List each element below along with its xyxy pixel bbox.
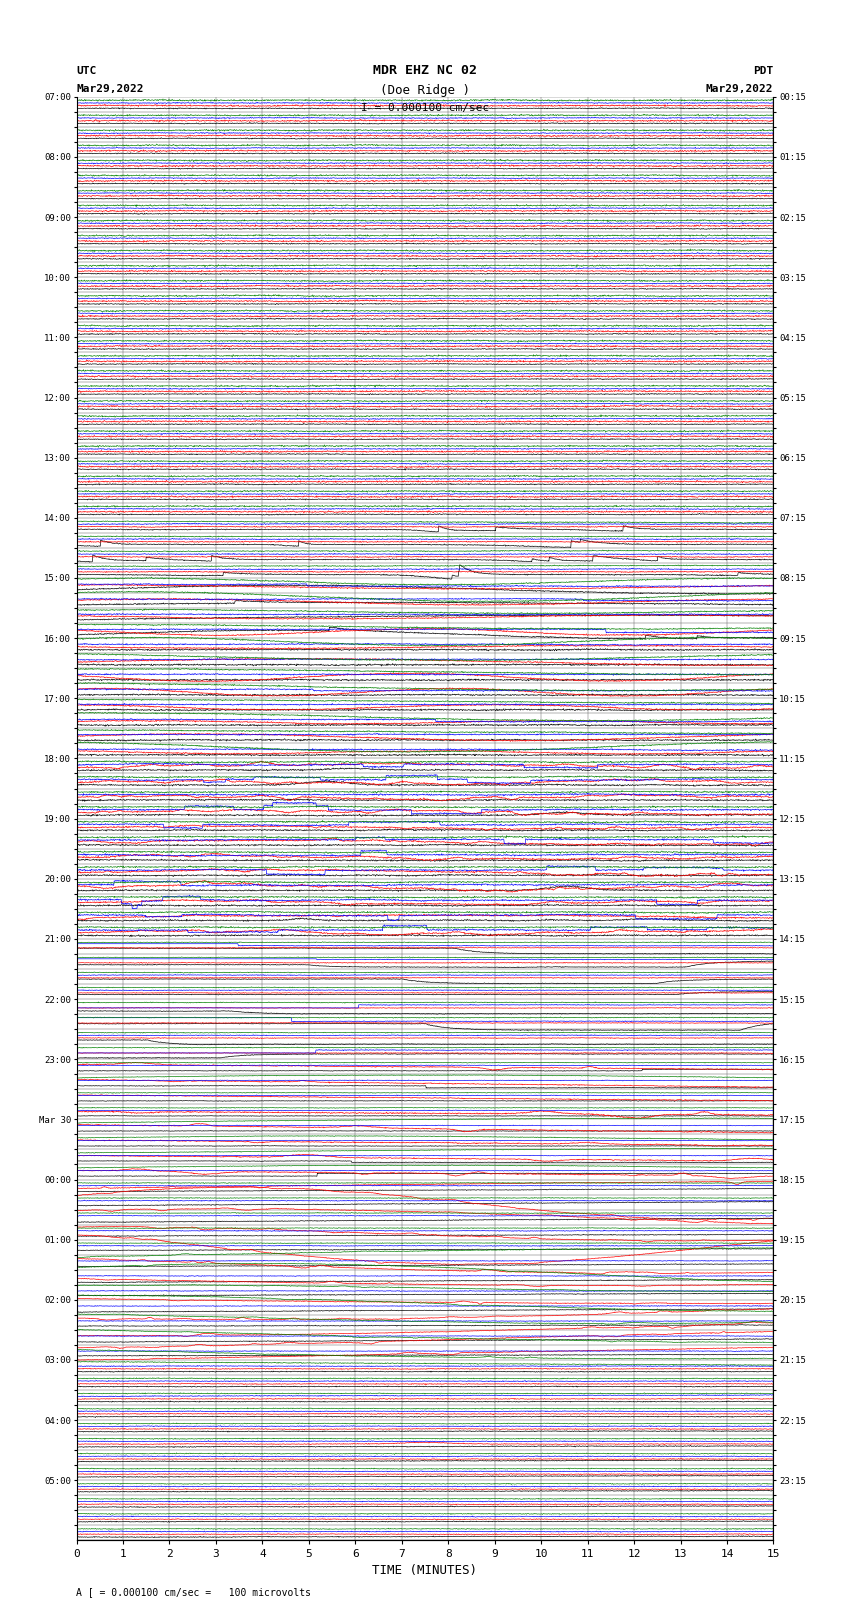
Text: UTC: UTC (76, 66, 97, 76)
X-axis label: TIME (MINUTES): TIME (MINUTES) (372, 1563, 478, 1576)
Text: Mar29,2022: Mar29,2022 (76, 84, 144, 94)
Text: Mar29,2022: Mar29,2022 (706, 84, 774, 94)
Text: A [ = 0.000100 cm/sec =   100 microvolts: A [ = 0.000100 cm/sec = 100 microvolts (76, 1587, 311, 1597)
Text: (Doe Ridge ): (Doe Ridge ) (380, 84, 470, 97)
Text: MDR EHZ NC 02: MDR EHZ NC 02 (373, 65, 477, 77)
Text: PDT: PDT (753, 66, 774, 76)
Text: I = 0.000100 cm/sec: I = 0.000100 cm/sec (361, 103, 489, 113)
